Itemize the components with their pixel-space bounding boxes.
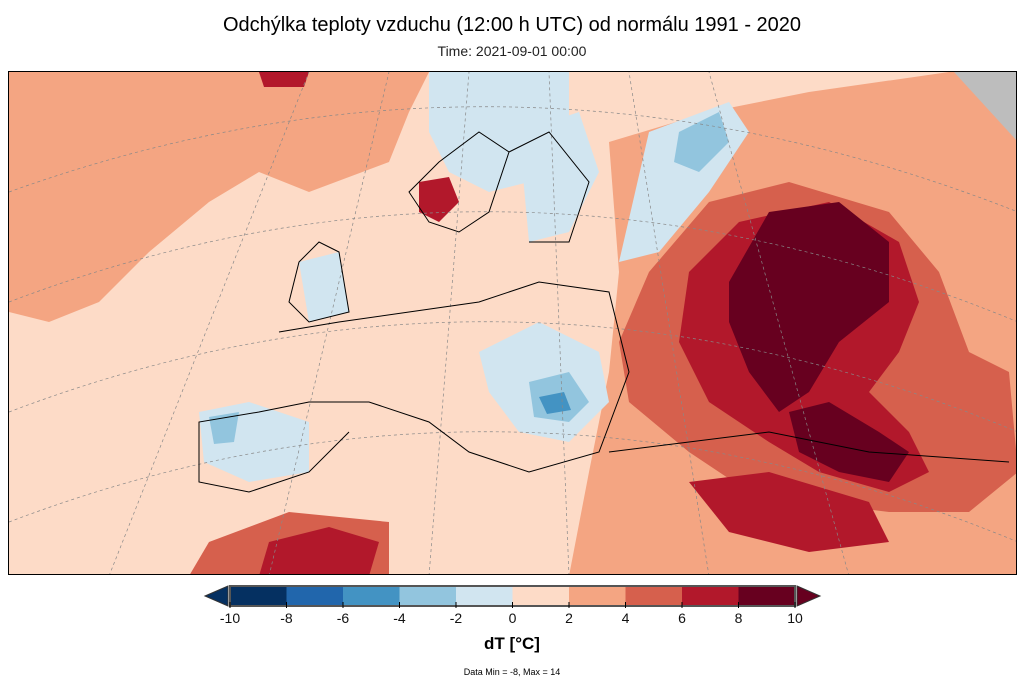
anomaly-fields [9,72,1016,574]
romania-colder-core [539,392,571,414]
colorbar-tick-label: -6 [337,610,350,624]
russia-cold-core [674,112,729,172]
colorbar-over-arrow [796,585,822,607]
colorbar-bin [738,586,795,606]
colorbar-bin [625,586,682,606]
colorbar-tick-label: 2 [565,610,573,624]
colorbar-tick-label: 8 [735,610,743,624]
finland-cool-field [519,112,599,242]
no-data-region [954,72,1016,140]
colorbar-bin [512,586,569,606]
colorbar-tick-label: 0 [509,610,517,624]
atlantic-warm-field [9,72,429,322]
map-time: Time: 2021-09-01 00:00 [437,43,587,59]
colorbar: -10 -8 -6 -4 -2 0 2 4 6 8 10 [203,585,822,624]
uk-cool-field [299,252,349,322]
colorbar-tick-label: -10 [220,610,240,624]
colorbar-bin [399,586,456,606]
colorbar-tick-label: 10 [787,610,803,624]
africa-darkred-field [259,527,379,574]
temperature-anomaly-map [8,71,1017,575]
colorbar-tick-label: -2 [450,610,463,624]
colorbar-bin [682,586,739,606]
russia-extreme-field [729,202,889,412]
coastlines [198,131,1010,493]
colorbar-bin [230,586,287,606]
colorbar-under-arrow [203,585,229,607]
colorbar-bin [456,586,513,606]
colorbar-bin [569,586,626,606]
colorbar-label: dT [°C] [484,634,540,653]
colorbar-tick-label: 4 [622,610,630,624]
turkey-extreme-field [789,402,909,482]
iberia-cold-core [209,412,239,444]
colorbar-tick-label: -4 [393,610,406,624]
colorbar-bin [343,586,400,606]
norway-warm-core [419,177,459,222]
colorbar-bin [286,586,343,606]
middle-east-darkred-field [689,472,889,552]
data-min-max: Data Min = -8, Max = 14 [463,667,561,677]
colorbar-tick-label: 6 [678,610,686,624]
colorbar-tick-label: -8 [280,610,293,624]
map-title: Odchýlka teploty vzduchu (12:00 h UTC) o… [222,14,802,36]
iceland-warm-core [259,72,309,87]
